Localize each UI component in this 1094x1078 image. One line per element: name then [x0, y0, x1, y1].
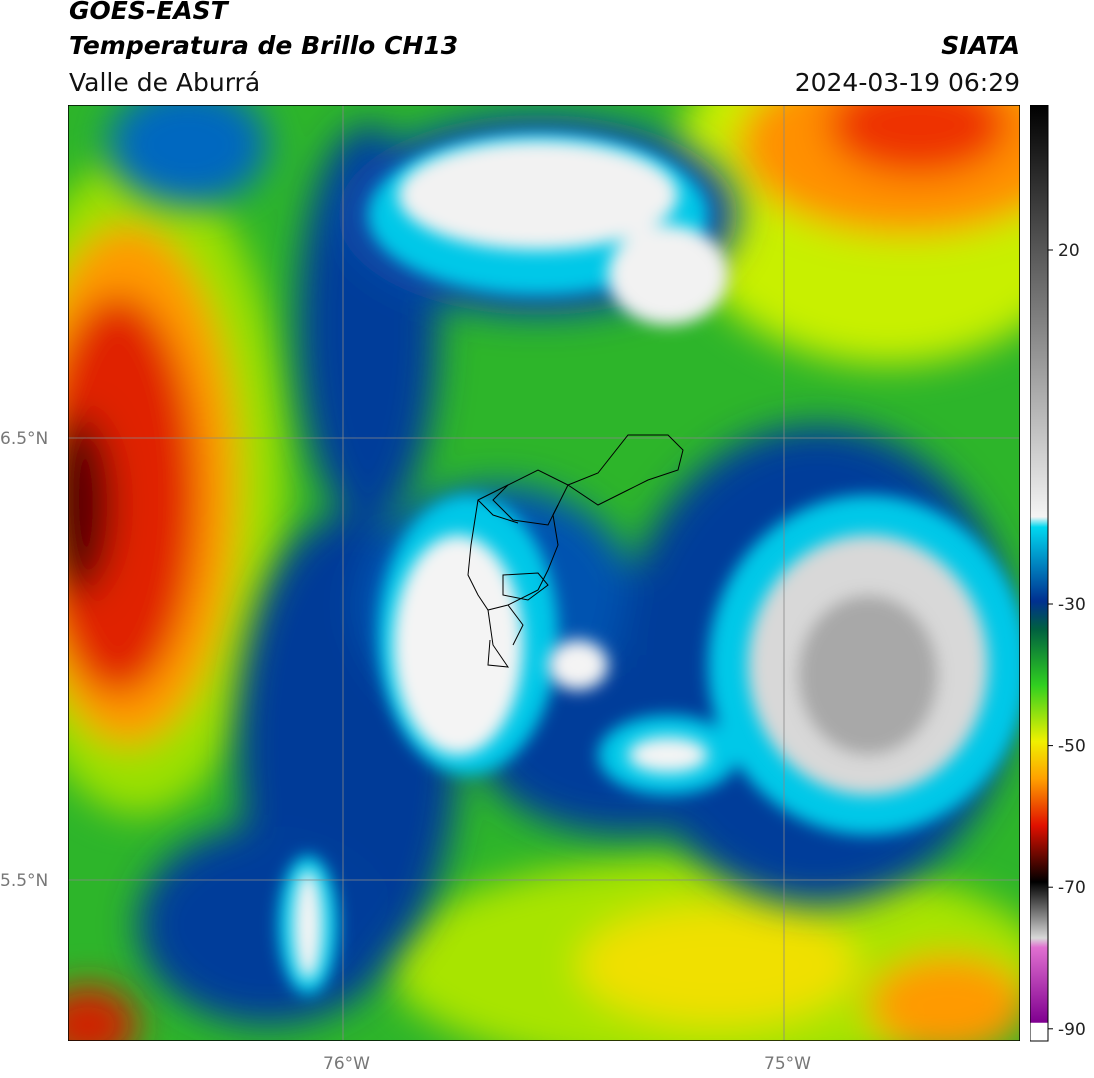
colorbar-scale: [1030, 105, 1049, 1042]
lon-tick-label: 75°W: [764, 1054, 811, 1074]
cold-cloud-tops: [293, 140, 988, 980]
lat-tick-label: 5.5°N: [0, 871, 49, 891]
agency: SIATA: [941, 31, 1020, 60]
product: Temperatura de Brillo CH13: [69, 31, 459, 60]
datetime: 2024-03-19 06:29: [794, 68, 1020, 97]
colorbar-tick-label: 20: [1058, 241, 1080, 261]
colorbar: 20 -30 -50 -70 -90: [1030, 105, 1086, 1042]
warm-areas: [68, 105, 1020, 1041]
satellite: GOES-EAST: [69, 0, 228, 25]
lat-tick-label: 6.5°N: [0, 429, 49, 449]
colorbar-tick-label: -30: [1058, 595, 1086, 615]
valley-outline: [467, 434, 684, 668]
region: Valle de Aburrá: [69, 68, 261, 97]
brightness-field: [68, 105, 1020, 1041]
colorbar-tick-label: -90: [1058, 1020, 1086, 1040]
map: [68, 105, 1020, 1041]
lon-tick-label: 76°W: [323, 1054, 370, 1074]
colorbar-tick-label: -50: [1058, 737, 1086, 757]
colorbar-tick-label: -70: [1058, 878, 1086, 898]
